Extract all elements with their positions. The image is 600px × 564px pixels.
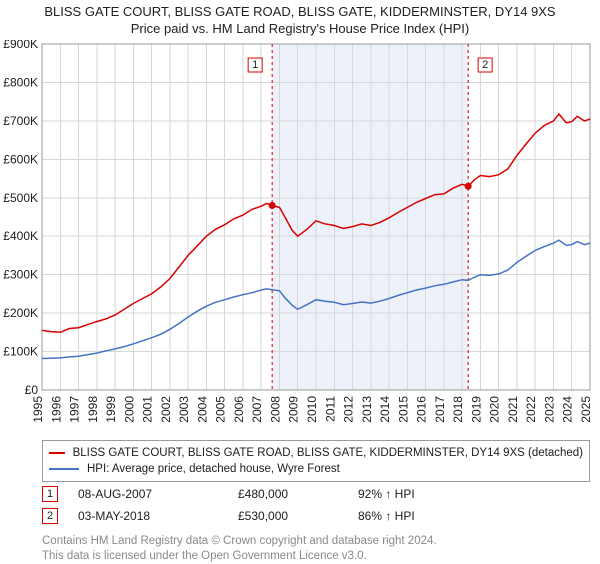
x-axis-label: 2003 <box>177 395 191 422</box>
legend-swatch <box>49 468 79 470</box>
footer-line-1: Contains HM Land Registry data © Crown c… <box>42 534 437 549</box>
x-axis-label: 2006 <box>232 395 246 422</box>
x-axis-label: 2014 <box>378 395 392 422</box>
x-axis-label: 2020 <box>488 395 502 422</box>
x-axis-label: 2018 <box>451 395 465 422</box>
y-axis-label: £800K <box>3 75 38 89</box>
x-axis-label: 2021 <box>506 395 520 422</box>
sale-marker-number: 2 <box>482 59 488 71</box>
sale-point <box>269 202 276 209</box>
sale-price: £530,000 <box>238 509 358 523</box>
legend-row: HPI: Average price, detached house, Wyre… <box>49 461 583 477</box>
sale-date: 08-AUG-2007 <box>78 487 238 501</box>
chart-legend: BLISS GATE COURT, BLISS GATE ROAD, BLISS… <box>42 440 590 482</box>
x-axis-label: 2025 <box>579 395 593 422</box>
legend-label: BLISS GATE COURT, BLISS GATE ROAD, BLISS… <box>73 447 583 459</box>
title-line-2: Price paid vs. HM Land Registry's House … <box>0 21 600 38</box>
footer-attribution: Contains HM Land Registry data © Crown c… <box>42 534 437 564</box>
x-axis-label: 2000 <box>122 395 136 422</box>
x-axis-label: 2017 <box>433 395 447 422</box>
x-axis-label: 2023 <box>542 395 556 422</box>
sale-date: 03-MAY-2018 <box>78 509 238 523</box>
sale-hpi-pct: 92% ↑ HPI <box>358 487 478 501</box>
title-line-1: BLISS GATE COURT, BLISS GATE ROAD, BLISS… <box>0 4 600 21</box>
x-axis-label: 2004 <box>195 395 209 422</box>
y-axis-label: £200K <box>3 306 38 320</box>
y-axis-label: £400K <box>3 229 38 243</box>
sale-detail-row: 1 08-AUG-2007£480,00092% ↑ HPI <box>42 486 478 502</box>
sale-number-box: 1 <box>42 486 58 502</box>
sale-point <box>465 183 472 190</box>
sale-number-box: 2 <box>42 508 58 524</box>
x-axis-label: 2022 <box>524 395 538 422</box>
sale-price: £480,000 <box>238 487 358 501</box>
x-axis-label: 1995 <box>31 395 45 422</box>
x-axis-label: 2007 <box>250 395 264 422</box>
y-axis-label: £900K <box>3 40 38 51</box>
x-axis-label: 1999 <box>104 395 118 422</box>
legend-row: BLISS GATE COURT, BLISS GATE ROAD, BLISS… <box>49 445 583 461</box>
sale-detail-row: 2 03-MAY-2018£530,00086% ↑ HPI <box>42 508 478 524</box>
x-axis-label: 2016 <box>415 395 429 422</box>
y-axis-label: £500K <box>3 191 38 205</box>
legend-label: HPI: Average price, detached house, Wyre… <box>87 463 340 475</box>
footer-line-2: This data is licensed under the Open Gov… <box>42 549 437 564</box>
x-axis-label: 1998 <box>86 395 100 422</box>
x-axis-label: 2009 <box>287 395 301 422</box>
legend-swatch <box>49 452 65 454</box>
x-axis-label: 2012 <box>342 395 356 422</box>
sale-marker-number: 1 <box>252 59 258 71</box>
sale-hpi-pct: 86% ↑ HPI <box>358 509 478 523</box>
x-axis-label: 2011 <box>323 395 337 421</box>
x-axis-label: 2010 <box>305 395 319 422</box>
y-axis-label: £0 <box>25 383 39 397</box>
x-axis-label: 2019 <box>469 395 483 422</box>
x-axis-label: 2013 <box>360 395 374 422</box>
y-axis-label: £600K <box>3 152 38 166</box>
x-axis-label: 2008 <box>268 395 282 422</box>
x-axis-label: 1996 <box>49 395 63 422</box>
x-axis-label: 2002 <box>159 395 173 422</box>
y-axis-label: £700K <box>3 114 38 128</box>
x-axis-label: 2005 <box>214 395 228 422</box>
shaded-band <box>272 44 468 390</box>
x-axis-label: 2024 <box>561 395 575 422</box>
chart-title-block: BLISS GATE COURT, BLISS GATE ROAD, BLISS… <box>0 0 600 40</box>
x-axis-label: 2015 <box>396 395 410 422</box>
x-axis-label: 2001 <box>141 395 155 422</box>
y-axis-label: £100K <box>3 344 38 358</box>
x-axis-label: 1997 <box>68 395 82 422</box>
y-axis-label: £300K <box>3 267 38 281</box>
chart-area: £0 £100K £200K £300K £400K £500K £600K £700K £80… <box>0 40 600 440</box>
line-chart-svg: £0 £100K £200K £300K £400K £500K £600K £700K £80… <box>0 40 600 440</box>
